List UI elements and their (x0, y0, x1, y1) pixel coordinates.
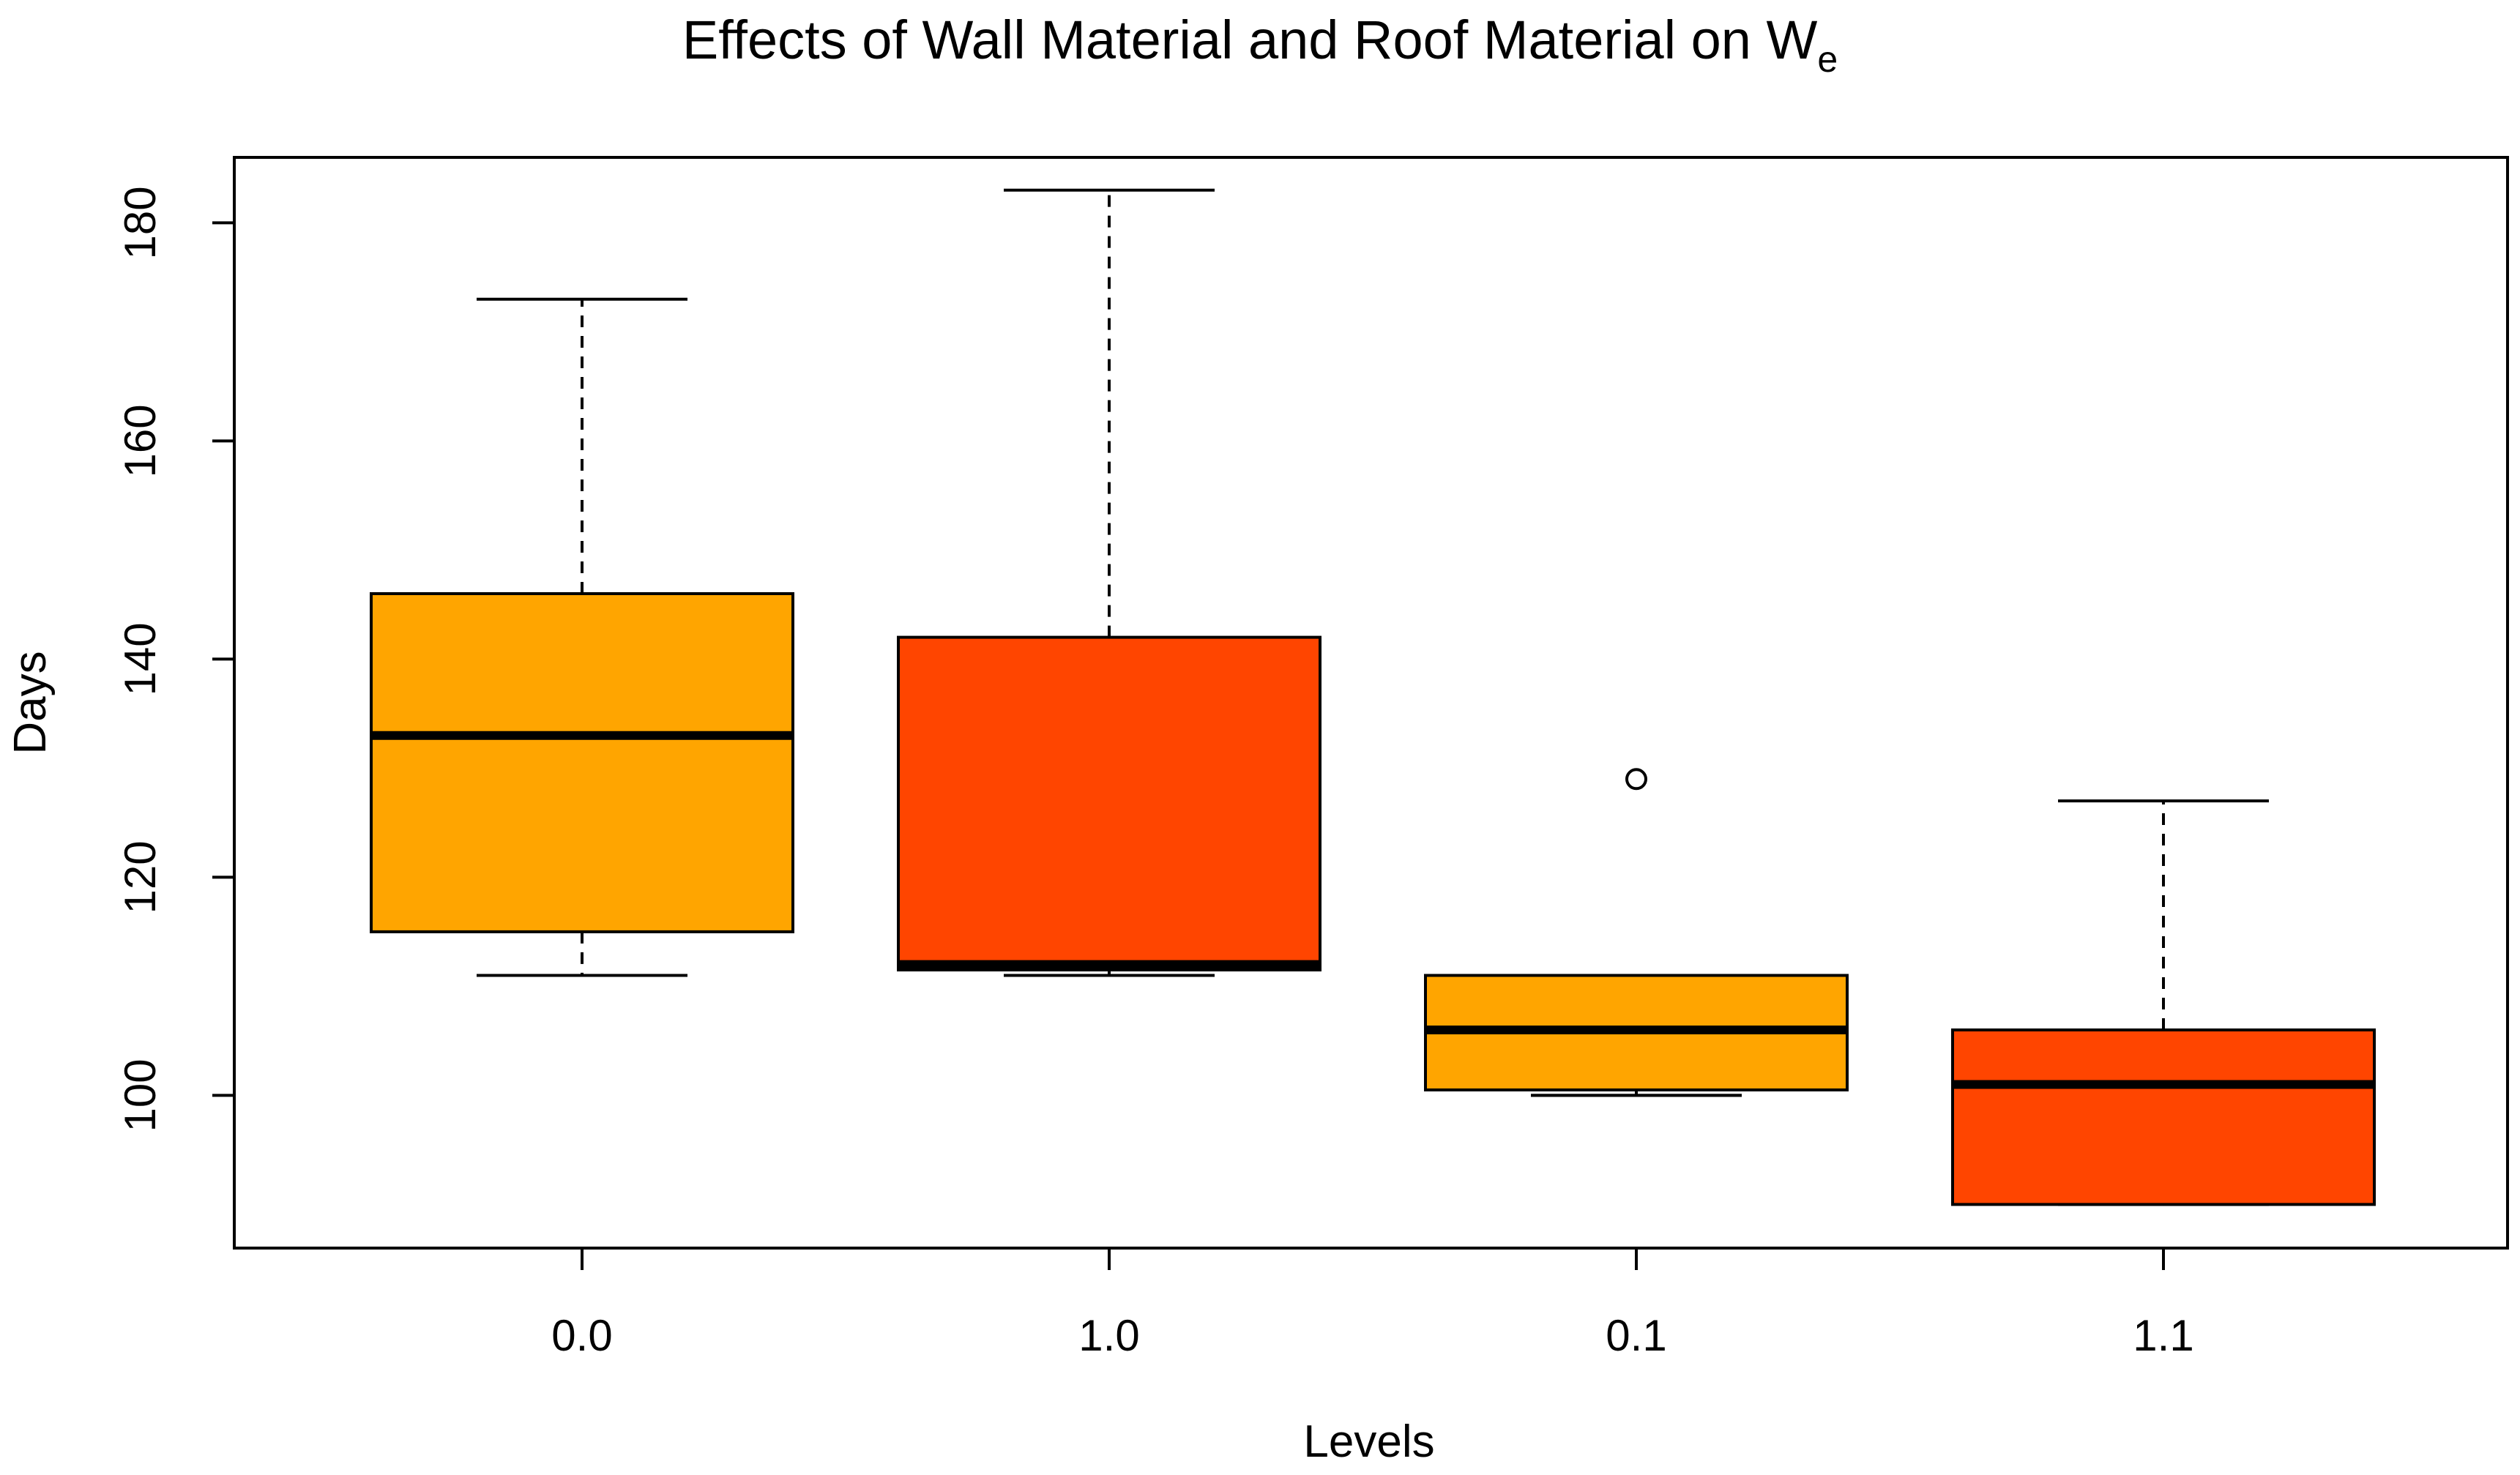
box-0.0-body (370, 592, 794, 933)
x-tick-label-1.1: 1.1 (2133, 1311, 2193, 1360)
y-tick-label-140: 140 (116, 622, 165, 695)
y-tick-label-120: 120 (116, 840, 165, 914)
chart-title-main: Effects of Wall Material and Roof Materi… (682, 10, 1818, 70)
x-tick-label-0.1: 0.1 (1606, 1311, 1666, 1360)
y-tick-label-160: 160 (116, 404, 165, 477)
chart-title: Effects of Wall Material and Roof Materi… (682, 10, 1838, 80)
plot-area: 100 120 140 160 180 0.0 1.0 0.1 1.1 (116, 156, 2509, 1360)
chart-title-subscript: e (1817, 39, 1838, 80)
box-0.1-outlier-0 (1625, 768, 1647, 791)
x-tick-label-1.0: 1.0 (1078, 1311, 1139, 1360)
y-tick-label-100: 100 (116, 1058, 165, 1132)
box-1.1-body (1951, 1028, 2376, 1206)
y-tick-label-180: 180 (116, 186, 165, 259)
x-tick-label-0.0: 0.0 (551, 1311, 612, 1360)
box-1.0-body (897, 635, 1321, 972)
y-axis-label: Days (5, 651, 56, 754)
plot-frame (233, 156, 2509, 1250)
x-axis-label: Levels (1303, 1416, 1434, 1467)
